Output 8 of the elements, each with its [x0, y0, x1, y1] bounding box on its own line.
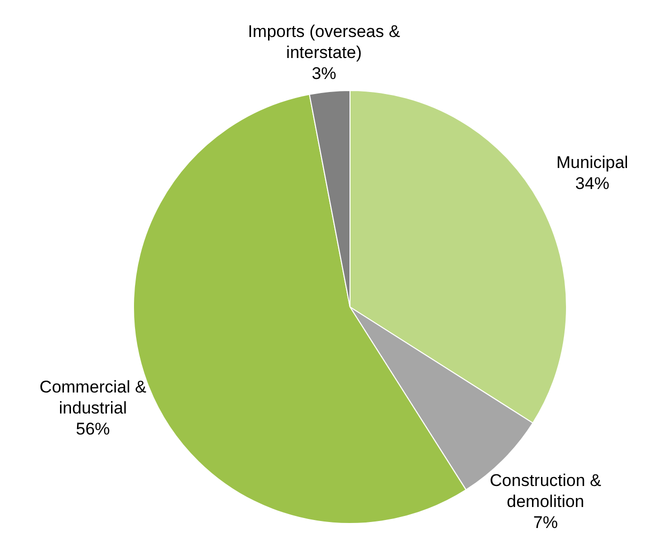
slice-label: Commercial & industrial: [40, 377, 147, 418]
data-label: 34%: [575, 174, 610, 193]
slice-label: Municipal: [556, 152, 628, 172]
data-label: 3%: [312, 64, 336, 84]
data-label: 7%: [533, 513, 558, 532]
data-label: 56%: [76, 419, 110, 438]
slice-label: Imports (overseas & interstate): [248, 22, 401, 62]
slice-label: Construction & demolition: [490, 471, 602, 512]
